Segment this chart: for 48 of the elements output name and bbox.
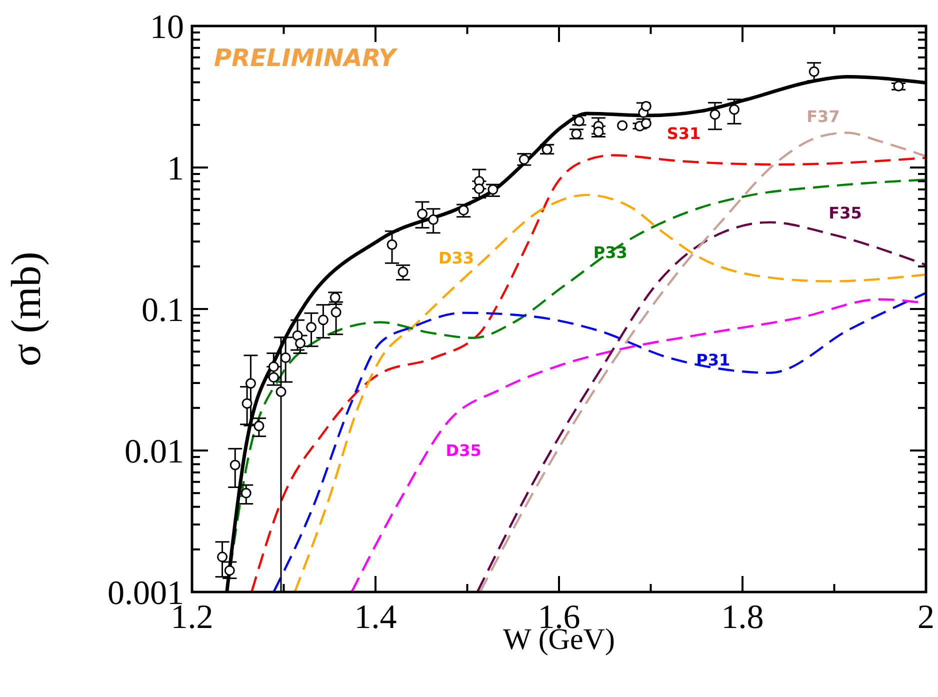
point bbox=[254, 420, 264, 432]
series-label: D33 bbox=[438, 248, 474, 268]
point bbox=[276, 386, 286, 398]
y-tick-label: 1 bbox=[167, 150, 184, 188]
point bbox=[330, 307, 342, 318]
point bbox=[571, 128, 582, 140]
point bbox=[224, 565, 235, 576]
point bbox=[386, 239, 398, 250]
point bbox=[230, 460, 240, 470]
point bbox=[417, 208, 428, 220]
point bbox=[640, 118, 652, 129]
series-label: D35 bbox=[446, 441, 482, 460]
point bbox=[640, 100, 652, 112]
series-label: F37 bbox=[806, 107, 840, 126]
point bbox=[893, 80, 904, 92]
y-tick-label: 10 bbox=[150, 8, 184, 46]
point bbox=[617, 120, 628, 131]
series-label: F35 bbox=[828, 203, 862, 222]
x-tick-label: 2 bbox=[918, 599, 934, 636]
point bbox=[398, 266, 408, 278]
point bbox=[217, 552, 228, 562]
x-tick-label: 1.8 bbox=[721, 599, 764, 636]
point bbox=[245, 378, 256, 389]
point bbox=[574, 116, 584, 126]
point bbox=[240, 488, 252, 498]
point bbox=[242, 398, 252, 409]
point bbox=[518, 154, 530, 165]
x-tick-label: 1.4 bbox=[354, 599, 397, 636]
point bbox=[728, 104, 740, 115]
annotation: PRELIMINARY bbox=[214, 44, 398, 72]
y-tick-label: 0.01 bbox=[124, 433, 184, 470]
point bbox=[428, 214, 439, 225]
point bbox=[593, 126, 604, 137]
series-label: S31 bbox=[666, 124, 701, 144]
y-tick-label: 0.1 bbox=[142, 292, 184, 329]
point bbox=[280, 352, 291, 363]
point bbox=[295, 338, 306, 348]
point bbox=[268, 372, 279, 383]
point bbox=[268, 361, 279, 372]
y-axis-title: σ (mb) bbox=[4, 252, 50, 366]
point bbox=[306, 322, 317, 333]
point bbox=[458, 204, 469, 216]
point bbox=[318, 314, 328, 326]
point bbox=[542, 144, 552, 155]
point bbox=[474, 184, 484, 194]
point bbox=[808, 66, 820, 77]
series-label: P31 bbox=[696, 350, 730, 370]
point bbox=[710, 109, 720, 120]
